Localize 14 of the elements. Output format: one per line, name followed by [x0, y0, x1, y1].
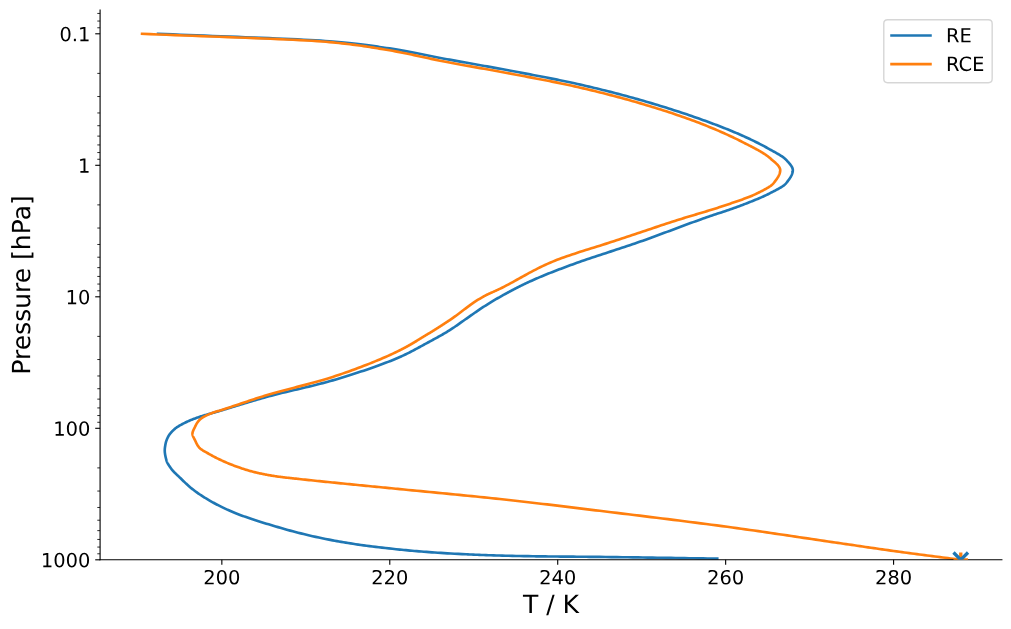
x-tick-label: 240: [540, 569, 575, 585]
y-tick-label: 1000: [43, 552, 90, 568]
y-tick-label: 100: [55, 421, 90, 436]
y-tick-label: 10: [67, 289, 90, 305]
x-tick-label: 220: [372, 569, 408, 585]
x-tick-label: 260: [708, 569, 743, 585]
x-tick-label: 280: [876, 569, 911, 585]
y-tick-label: 0.1: [60, 26, 89, 42]
x-axis-title: T / K: [522, 594, 580, 616]
y-axis-title: Pressure [hPa]: [11, 197, 34, 373]
legend-label: RE: [947, 28, 971, 43]
y-tick-label: 1: [80, 158, 89, 173]
x-tick-label: 200: [204, 569, 240, 585]
legend-label: RCE: [947, 56, 984, 72]
